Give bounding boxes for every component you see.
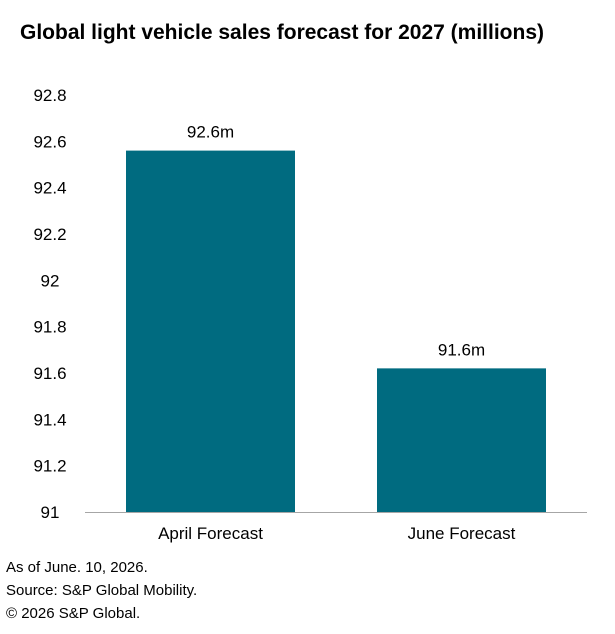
chart-footer: As of June. 10, 2026. Source: S&P Global… [6, 556, 197, 625]
y-tick-label: 92.6 [33, 132, 66, 151]
y-tick-label: 91.4 [33, 410, 66, 429]
chart-title: Global light vehicle sales forecast for … [20, 21, 545, 44]
footer-source: Source: S&P Global Mobility. [6, 582, 198, 599]
x-tick-label: June Forecast [408, 524, 516, 543]
x-tick-label: April Forecast [158, 524, 263, 543]
y-tick-label: 91.8 [33, 318, 66, 337]
y-axis-ticks: 91 91.2 91.4 91.6 91.8 92 92.2 92.4 92.6 92.8 [33, 86, 66, 522]
y-tick-label: 92.4 [33, 179, 66, 198]
bar-june-forecast [377, 368, 546, 512]
bar-april-forecast [126, 150, 295, 512]
y-tick-label: 92 [41, 271, 60, 290]
footer-copyright: © 2026 S&P Global. [6, 605, 141, 622]
y-tick-label: 92.2 [33, 225, 66, 244]
x-axis-labels: April Forecast June Forecast [158, 524, 516, 543]
y-tick-label: 92.8 [33, 86, 66, 105]
data-labels: 92.6m 91.6m [187, 123, 485, 360]
y-tick-label: 91 [41, 503, 60, 522]
data-label: 92.6m [187, 123, 234, 142]
y-tick-label: 91.6 [33, 364, 66, 383]
footer-date: As of June. 10, 2026. [6, 559, 148, 576]
data-label: 91.6m [438, 340, 485, 359]
y-tick-label: 91.2 [33, 457, 66, 476]
bars [126, 150, 546, 512]
